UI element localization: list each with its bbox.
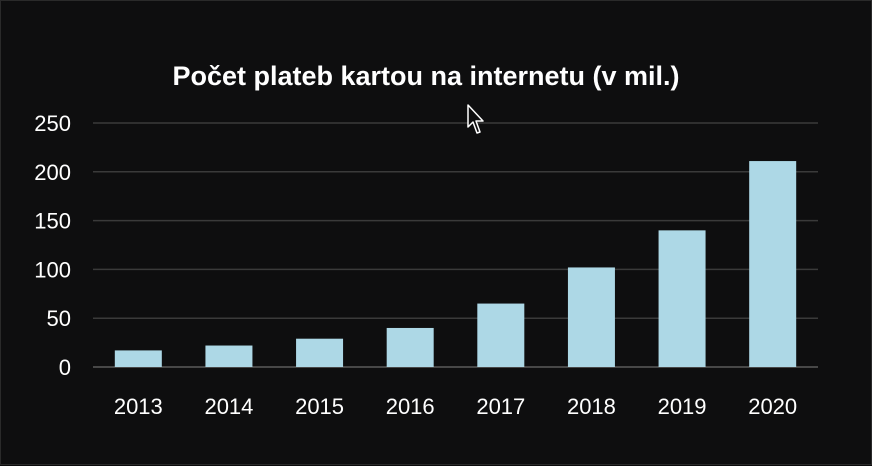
y-tick-label: 200 [34,160,71,185]
x-tick-label: 2020 [748,394,797,419]
y-tick-label: 100 [34,257,71,282]
y-tick-label: 150 [34,209,71,234]
y-tick-label: 50 [47,306,71,331]
mouse-cursor-icon [467,104,484,134]
y-tick-label: 250 [34,111,71,136]
bar-2013 [114,350,162,367]
x-tick-label: 2019 [658,394,707,419]
bar-2016 [386,327,434,367]
bars [114,161,797,367]
bar-2019 [658,230,706,367]
bar-2018 [567,267,615,367]
x-axis-tick-labels: 2013 2014 2015 2016 2017 2018 2019 2020 [114,394,797,419]
bar-2015 [296,338,344,367]
gridlines [93,122,818,368]
x-tick-label: 2015 [295,394,344,419]
bar-2014 [205,345,253,367]
x-tick-label: 2017 [476,394,525,419]
chart-title: Počet plateb kartou na internetu (v mil.… [172,61,679,91]
x-tick-label: 2014 [204,394,253,419]
y-axis-tick-labels: 0 50 100 150 200 250 [34,111,71,380]
bar-2020 [749,161,797,367]
x-tick-label: 2018 [567,394,616,419]
x-tick-label: 2016 [386,394,435,419]
y-tick-label: 0 [59,355,71,380]
x-tick-label: 2013 [114,394,163,419]
bar-2017 [477,303,525,367]
